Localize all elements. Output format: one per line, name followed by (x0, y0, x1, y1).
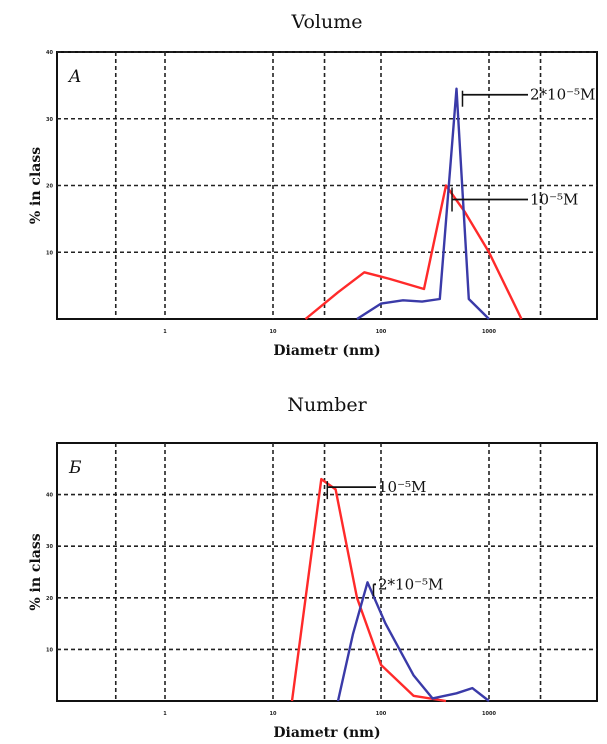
x-tick-label: 1 (163, 711, 167, 717)
x-axis-label: Diametr (nm) (273, 725, 380, 741)
y-tick-label: 40 (46, 493, 53, 499)
y-tick-label: 30 (46, 117, 53, 123)
series-line-blue (336, 581, 490, 702)
chart-panel-number: Number 1 10 100 1000 10 20 30 40 Diametr (nm) % in… (28, 394, 598, 741)
y-tick-label: 10 (46, 250, 53, 256)
x-axis-label: Diametr (nm) (273, 343, 380, 359)
y-tick-label: 30 (46, 544, 53, 550)
chart-panel-volume: Volume 1 10 100 1000 10 20 30 40 Diametr (nm) % in… (28, 11, 598, 359)
plot-frame (56, 442, 598, 702)
x-tick-label: 10 (270, 329, 277, 335)
y-axis-label: % in class (28, 147, 44, 224)
x-tick-label: 1 (163, 329, 167, 335)
y-axis-label: % in class (28, 533, 44, 610)
chart-title: Volume (291, 11, 363, 33)
panel-label: Б (68, 458, 82, 478)
panel-label: A (67, 67, 81, 87)
series-line-red (304, 184, 523, 320)
series-line-blue (356, 87, 490, 321)
x-tick-label: 1000 (482, 329, 496, 335)
annotation-label: 2*10⁻⁵M (530, 86, 595, 104)
y-tick-label: 20 (46, 596, 53, 602)
x-tick-label: 1000 (482, 711, 496, 717)
annotation-label: 10⁻⁵M (530, 191, 578, 209)
annotation-label: 10⁻⁵M (378, 478, 426, 496)
x-tick-label: 10 (270, 711, 277, 717)
x-tick-label: 100 (376, 711, 387, 717)
y-tick-label: 10 (46, 647, 53, 653)
y-tick-label: 20 (46, 184, 53, 190)
x-tick-label: 100 (376, 329, 387, 335)
annotation-label: 2*10⁻⁵M (378, 575, 443, 593)
y-tick-label: 40 (46, 50, 53, 56)
series-line-red (290, 477, 447, 703)
chart-title: Number (287, 394, 367, 416)
